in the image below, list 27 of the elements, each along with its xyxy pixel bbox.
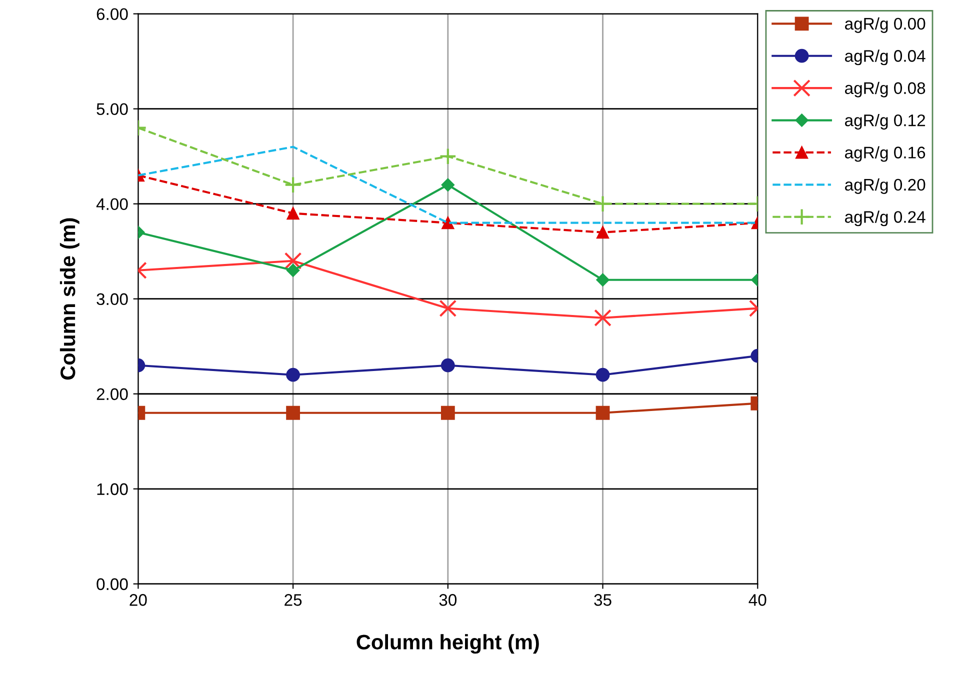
y-tick-label: 6.00	[96, 8, 128, 20]
legend-label: agR/g 0.16	[845, 146, 926, 162]
legend-label: agR/g 0.12	[845, 114, 926, 130]
y-axis-title: Column side (m)	[60, 218, 80, 380]
x-tick-label: 35	[594, 594, 612, 606]
legend-label: agR/g 0.00	[845, 17, 926, 33]
y-tick-label: 1.00	[97, 483, 128, 496]
point	[441, 178, 454, 192]
y-tick-label: 4.00	[96, 198, 128, 210]
x-axis-title: Column height (m)	[356, 634, 539, 654]
point	[442, 216, 454, 230]
legend-label: agR/g 0.08	[845, 82, 926, 98]
y-tick-label: 2.00	[96, 388, 128, 400]
x-tick-label: 40	[748, 594, 766, 606]
point	[439, 300, 457, 318]
y-tick-label: 5.00	[96, 103, 128, 116]
x-tick-label: 30	[439, 594, 457, 606]
legend-label: agR/g 0.20	[845, 178, 926, 194]
y-tick-label: 3.00	[96, 293, 128, 306]
x-tick-label: 25	[284, 594, 302, 606]
point	[440, 406, 455, 420]
point	[440, 358, 455, 372]
legend-label: agR/g 0.24	[845, 210, 926, 226]
x-tick-label: 20	[130, 594, 147, 606]
point	[439, 148, 457, 166]
legend-label: agR/g 0.04	[845, 50, 926, 66]
y-tick-label: 0.00	[96, 578, 128, 590]
